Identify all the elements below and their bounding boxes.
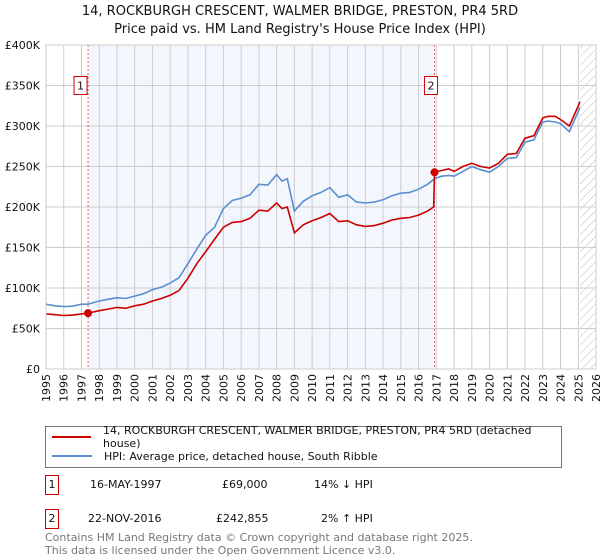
legend-swatch-blue	[52, 455, 92, 457]
x-tick-label: 2023	[537, 374, 550, 402]
chart-title: 14, ROCKBURGH CRESCENT, WALMER BRIDGE, P…	[81, 4, 519, 19]
x-tick-label: 2012	[342, 374, 355, 402]
transaction-hpi: 2% ↑ HPI	[321, 512, 373, 525]
x-tick-label: 2025	[572, 374, 585, 402]
x-tick-label: 2019	[466, 374, 479, 402]
legend-item-property: 14, ROCKBURGH CRESCENT, WALMER BRIDGE, P…	[46, 424, 561, 450]
sale-label-box	[73, 76, 88, 95]
y-tick-label: £100K	[5, 282, 41, 295]
sale-point	[430, 168, 439, 177]
x-tick-label: 2010	[306, 374, 319, 402]
x-tick-label: 1998	[93, 374, 106, 402]
y-tick-label: £0	[26, 363, 40, 376]
sale-point	[84, 309, 93, 318]
x-tick-label: 2003	[182, 374, 195, 402]
x-tick-label: 2005	[217, 374, 230, 402]
legend: 14, ROCKBURGH CRESCENT, WALMER BRIDGE, P…	[45, 424, 562, 468]
x-tick-label: 2013	[359, 374, 372, 402]
x-tick-label: 2011	[324, 374, 337, 402]
transaction-price: £242,855	[216, 512, 269, 525]
plot-border	[45, 44, 597, 370]
x-tick-label: 2017	[430, 374, 443, 402]
x-tick-label: 2020	[484, 374, 497, 402]
legend-label: 14, ROCKBURGH CRESCENT, WALMER BRIDGE, P…	[103, 424, 532, 450]
x-tick-label: 2009	[288, 374, 301, 402]
x-tick-label: 2026	[590, 374, 600, 402]
transaction-hpi: 14% ↓ HPI	[314, 478, 373, 491]
x-tick-label: 2018	[448, 374, 461, 402]
legend-swatch-red	[52, 436, 92, 438]
x-tick-label: 1999	[111, 374, 124, 402]
x-tick-label: 2001	[146, 374, 159, 402]
y-tick-label: £200K	[5, 201, 41, 214]
x-tick-label: 2022	[519, 374, 532, 402]
transaction-badge: 2	[45, 509, 59, 529]
x-tick-label: 2007	[253, 374, 266, 402]
x-tick-label: 2002	[164, 374, 177, 402]
footer-licence: This data is licensed under the Open Gov…	[45, 544, 396, 557]
y-tick-label: £350K	[5, 80, 41, 93]
x-tick-label: 1997	[75, 374, 88, 402]
y-tick-label: £300K	[5, 120, 41, 133]
footer-copyright: Contains HM Land Registry data © Crown c…	[45, 531, 473, 544]
x-tick-label: 2024	[555, 374, 568, 402]
y-tick-label: £50K	[12, 323, 41, 336]
transaction-price: £69,000	[222, 478, 268, 491]
y-tick-label: £400K	[5, 39, 41, 52]
legend-item-hpi: HPI: Average price, detached house, Sout…	[46, 447, 378, 465]
x-tick-label: 1995	[40, 374, 53, 402]
series-line	[45, 101, 581, 317]
legend-label: HPI: Average price, detached house, Sout…	[104, 449, 378, 463]
chart-subtitle: Price paid vs. HM Land Registry's House …	[114, 22, 486, 37]
x-tick-label: 1996	[58, 374, 71, 402]
x-tick-label: 2006	[235, 374, 248, 402]
y-tick-label: £150K	[5, 242, 41, 255]
price-chart: 1995 1996 1997 1998 1999 2000 2001 2002 2003 2004…	[5, 39, 600, 402]
x-tick-label: 2021	[501, 374, 514, 402]
x-tick-label: 2014	[377, 374, 390, 402]
transaction-date: 16-MAY-1997	[90, 478, 162, 491]
x-tick-label: 2004	[200, 374, 213, 402]
series-line	[45, 107, 581, 308]
sale-label: 1	[77, 80, 84, 93]
transaction-date: 22-NOV-2016	[88, 512, 162, 525]
x-tick-label: 2016	[413, 374, 426, 402]
transaction-badge: 1	[45, 475, 59, 495]
x-tick-label: 2008	[271, 374, 284, 402]
x-tick-label: 2000	[129, 374, 142, 402]
sale-label-box	[424, 76, 439, 95]
sale-label: 2	[428, 80, 435, 93]
x-tick-label: 2015	[395, 374, 408, 402]
y-tick-label: £250K	[5, 161, 41, 174]
